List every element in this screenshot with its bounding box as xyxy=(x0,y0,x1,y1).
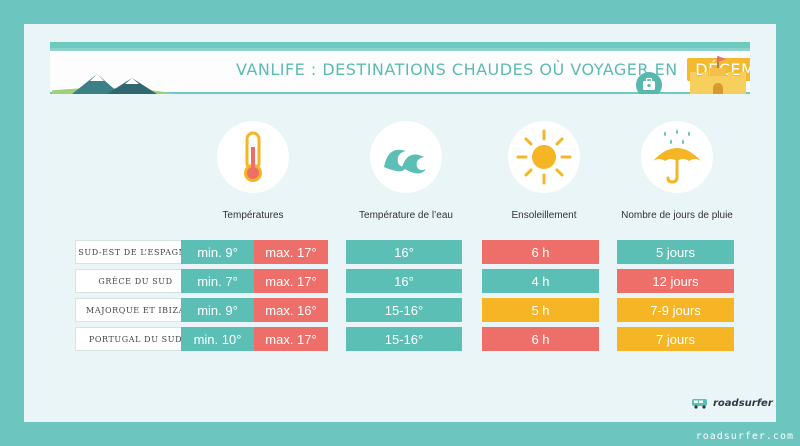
temp-max-cell: max. 17° xyxy=(254,269,328,293)
water-temp-cell: 16° xyxy=(346,240,462,264)
temp-max-cell: max. 17° xyxy=(254,327,328,351)
row-label-southern-greece: Grèce du sud xyxy=(75,269,196,293)
sunshine-cell: 6 h xyxy=(482,327,599,351)
sunshine-cell: 4 h xyxy=(482,269,599,293)
van-icon xyxy=(692,399,707,409)
umbrella-rain-icon xyxy=(641,121,713,193)
temp-min-cell: min. 9° xyxy=(181,298,254,322)
sunshine-cell: 5 h xyxy=(482,298,599,322)
sandcastle-icon xyxy=(690,56,746,94)
water-temp-cell: 15-16° xyxy=(346,327,462,351)
sunshine-cell: 6 h xyxy=(482,240,599,264)
logo-text: roadsurfer xyxy=(713,397,773,409)
row-label-southeast-spain: Sud-est de l’Espagne xyxy=(75,240,196,264)
water-temp-cell: 15-16° xyxy=(346,298,462,322)
page-title: Vanlife : destinations chaudes où voyage… xyxy=(236,58,750,81)
mountains-illustration xyxy=(52,74,176,94)
watermark: roadsurfer.com xyxy=(695,431,794,442)
banner-strip xyxy=(50,48,750,92)
wave-icon xyxy=(370,121,442,193)
column-header-rain-days: Nombre de jours de pluie xyxy=(621,210,733,221)
row-label-southern-portugal: Portugal du sud xyxy=(75,327,196,351)
water-temp-cell: 16° xyxy=(346,269,462,293)
column-header-temperatures: Températures xyxy=(222,210,284,221)
temp-min-cell: min. 10° xyxy=(181,327,254,351)
rain-days-cell: 5 jours xyxy=(617,240,734,264)
temp-max-cell: max. 17° xyxy=(254,240,328,264)
temp-min-cell: min. 7° xyxy=(181,269,254,293)
column-header-sunshine: Ensoleillement xyxy=(511,210,577,221)
rain-days-cell: 12 jours xyxy=(617,269,734,293)
sun-icon xyxy=(508,121,580,193)
temp-max-cell: max. 16° xyxy=(254,298,328,322)
row-label-mallorca-ibiza: Majorque et Ibiza xyxy=(75,298,196,322)
rain-days-cell: 7-9 jours xyxy=(617,298,734,322)
column-header-water-temperature: Température de l’eau xyxy=(359,210,453,221)
thermometer-icon xyxy=(217,121,289,193)
header-banner: Vanlife : destinations chaudes où voyage… xyxy=(50,42,750,94)
brand-logo[interactable]: roadsurfer xyxy=(691,397,773,409)
infographic-card: Vanlife : destinations chaudes où voyage… xyxy=(24,24,776,422)
suitcase-icon xyxy=(636,72,662,94)
title-prefix: Vanlife : destinations chaudes où voyage… xyxy=(236,60,678,79)
temp-min-cell: min. 9° xyxy=(181,240,254,264)
rain-days-cell: 7 jours xyxy=(617,327,734,351)
